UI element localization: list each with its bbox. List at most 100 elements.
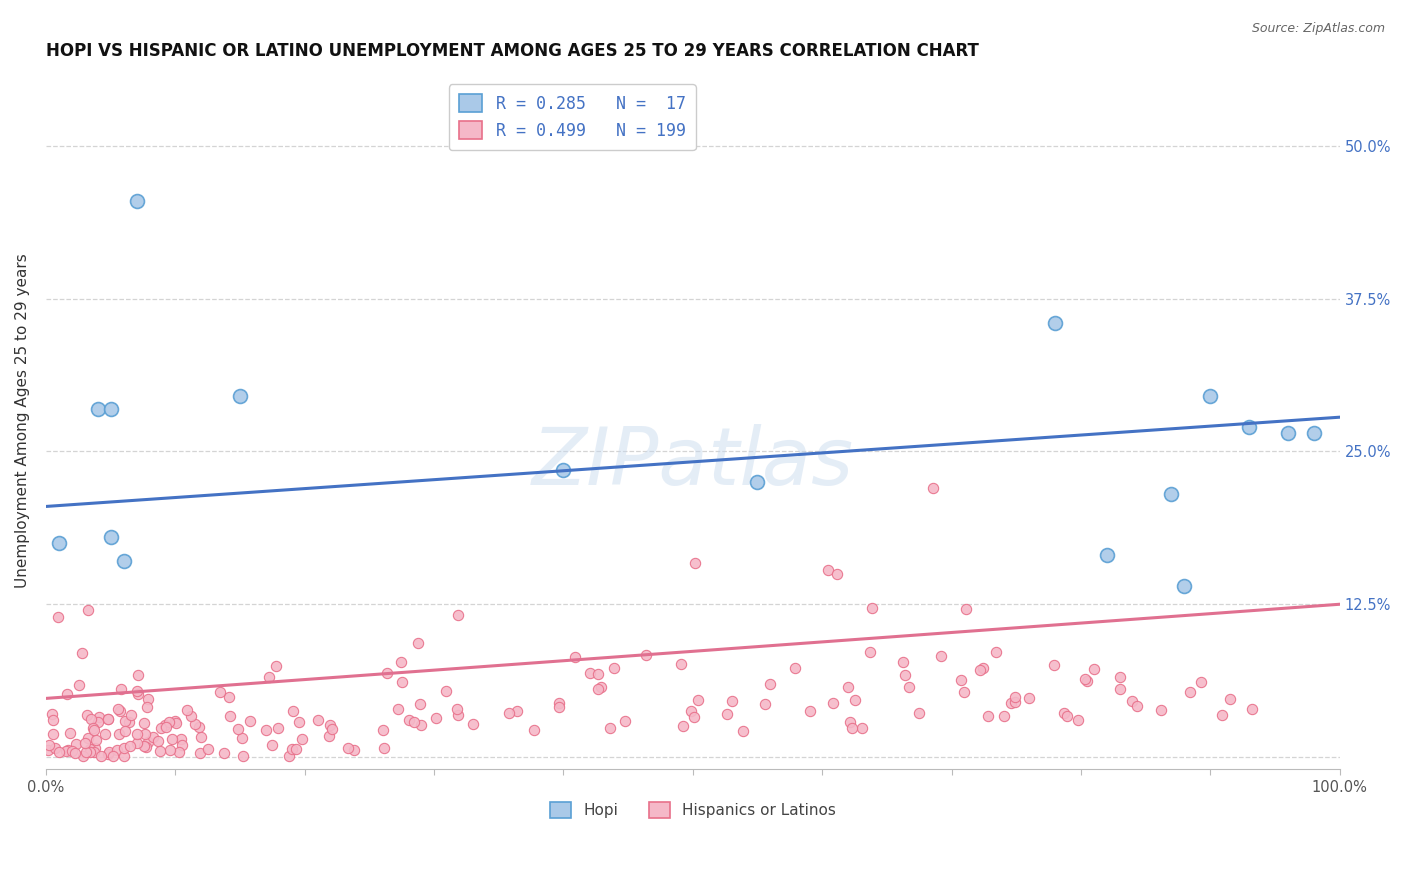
Point: [375, 665, 398, 680]
Point: [100, 530, 122, 544]
Point: [120, 708, 142, 723]
Point: [747, 475, 769, 489]
Point: [1076, 673, 1098, 688]
Text: HOPI VS HISPANIC OR LATINO UNEMPLOYMENT AMONG AGES 25 TO 29 YEARS CORRELATION CH: HOPI VS HISPANIC OR LATINO UNEMPLOYMENT …: [46, 42, 979, 60]
Point: [404, 715, 426, 730]
Point: [447, 708, 470, 723]
Point: [1211, 707, 1233, 722]
Point: [58, 743, 80, 757]
Point: [231, 731, 253, 745]
Point: [72, 748, 94, 763]
Point: [89, 710, 111, 724]
Point: [75, 745, 97, 759]
Point: [908, 706, 931, 720]
Point: [893, 668, 915, 682]
Point: [208, 684, 231, 698]
Point: [226, 723, 249, 737]
Legend: Hopi, Hispanics or Latinos: Hopi, Hispanics or Latinos: [544, 796, 842, 824]
Point: [1121, 694, 1143, 708]
Point: [163, 714, 186, 728]
Point: [841, 721, 863, 735]
Point: [114, 724, 136, 739]
Point: [134, 739, 156, 753]
Point: [343, 743, 366, 757]
Point: [588, 682, 610, 697]
Point: [498, 706, 520, 720]
Point: [373, 740, 395, 755]
Point: [125, 194, 148, 208]
Point: [553, 463, 575, 477]
Point: [70, 647, 93, 661]
Point: [922, 481, 945, 495]
Point: [337, 740, 360, 755]
Point: [783, 661, 806, 675]
Point: [83, 745, 105, 759]
Point: [82, 722, 104, 736]
Point: [1095, 549, 1118, 563]
Point: [79, 745, 101, 759]
Point: [97, 713, 120, 727]
Point: [86, 714, 108, 729]
Point: [1109, 681, 1132, 696]
Point: [176, 703, 198, 717]
Point: [254, 723, 277, 738]
Point: [187, 720, 209, 734]
Point: [463, 717, 485, 731]
Point: [860, 600, 883, 615]
Point: [976, 709, 998, 723]
Point: [825, 567, 848, 582]
Point: [37, 742, 59, 756]
Point: [264, 659, 287, 673]
Point: [683, 710, 706, 724]
Point: [398, 713, 420, 727]
Point: [87, 401, 110, 416]
Point: [859, 645, 882, 659]
Point: [165, 716, 187, 731]
Point: [267, 721, 290, 735]
Point: [218, 690, 240, 704]
Point: [821, 696, 844, 710]
Point: [76, 731, 98, 746]
Point: [136, 691, 159, 706]
Point: [169, 731, 191, 746]
Point: [281, 704, 304, 718]
Point: [969, 663, 991, 677]
Point: [548, 700, 571, 714]
Point: [75, 736, 97, 750]
Point: [434, 684, 457, 698]
Point: [1108, 669, 1130, 683]
Point: [1150, 703, 1173, 717]
Text: Source: ZipAtlas.com: Source: ZipAtlas.com: [1251, 22, 1385, 36]
Point: [100, 401, 122, 416]
Point: [257, 670, 280, 684]
Point: [125, 736, 148, 750]
Point: [132, 715, 155, 730]
Point: [1056, 709, 1078, 723]
Point: [446, 701, 468, 715]
Point: [1073, 673, 1095, 687]
Point: [135, 700, 157, 714]
Point: [1043, 657, 1066, 672]
Point: [108, 704, 131, 718]
Point: [406, 636, 429, 650]
Point: [46, 610, 69, 624]
Point: [683, 557, 706, 571]
Point: [136, 734, 159, 748]
Point: [110, 682, 132, 697]
Point: [371, 723, 394, 738]
Point: [197, 742, 219, 756]
Point: [60, 744, 83, 758]
Point: [931, 648, 953, 663]
Point: [65, 737, 87, 751]
Text: ZIPatlas: ZIPatlas: [531, 424, 853, 501]
Point: [671, 657, 693, 671]
Point: [44, 741, 66, 756]
Point: [636, 648, 658, 663]
Point: [1004, 690, 1026, 704]
Point: [318, 729, 340, 743]
Point: [48, 536, 70, 550]
Point: [180, 708, 202, 723]
Point: [799, 704, 821, 718]
Point: [149, 744, 172, 758]
Point: [759, 677, 782, 691]
